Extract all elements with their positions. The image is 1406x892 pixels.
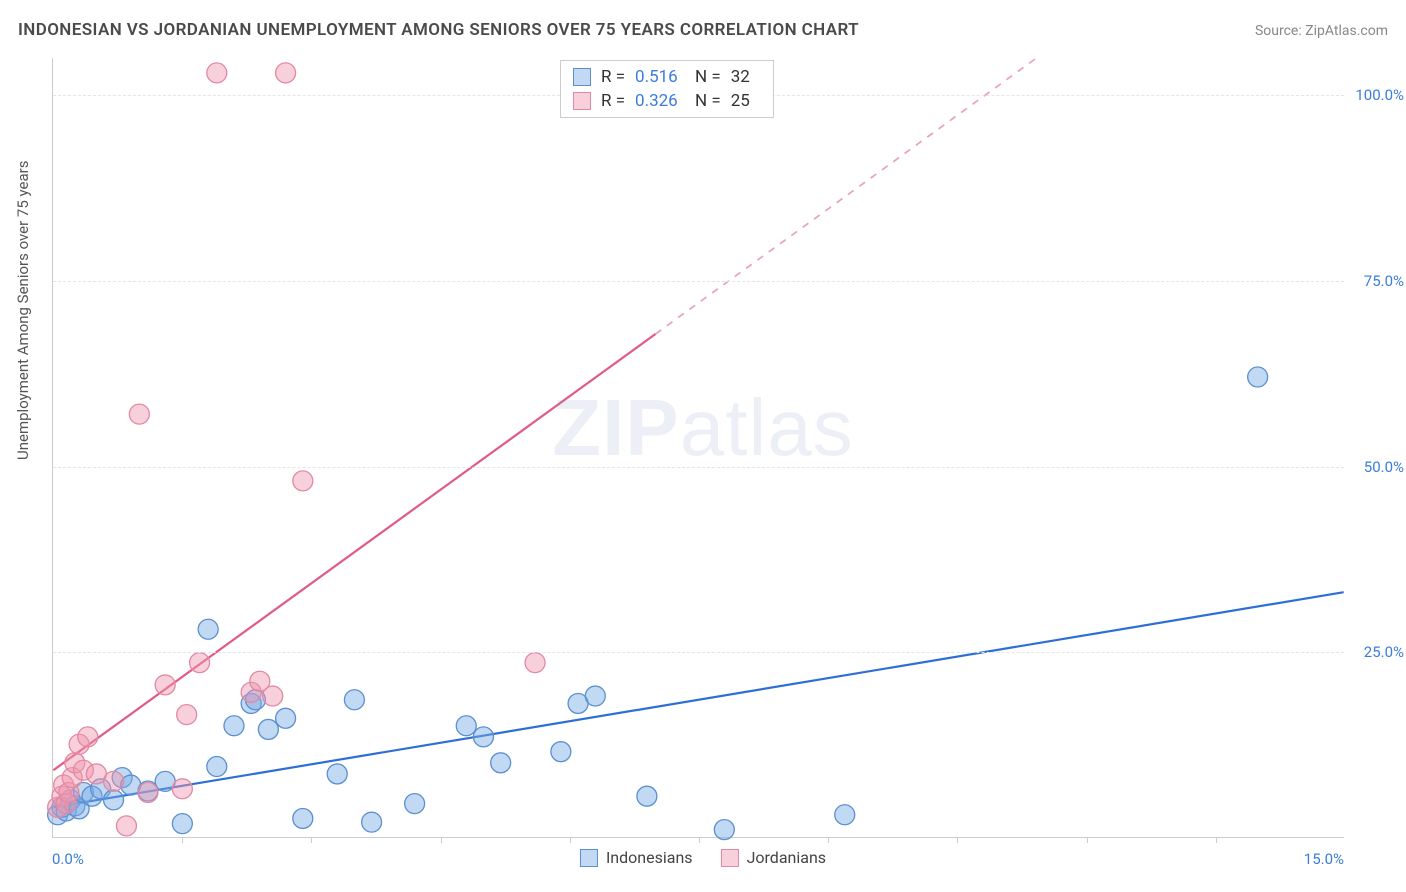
legend-swatch bbox=[721, 849, 739, 867]
correlation-stats-legend: R = 0.516 N = 32 R = 0.326 N = 25 bbox=[560, 60, 774, 118]
n-value: 25 bbox=[731, 91, 761, 111]
legend-swatch bbox=[580, 849, 598, 867]
data-point bbox=[456, 716, 476, 736]
x-tick bbox=[828, 837, 829, 843]
x-tick bbox=[957, 837, 958, 843]
grid-line bbox=[53, 652, 1344, 653]
legend-swatch bbox=[573, 92, 591, 110]
legend-item: Jordanians bbox=[721, 848, 826, 867]
y-tick-label: 50.0% bbox=[1364, 458, 1404, 476]
data-point bbox=[293, 808, 313, 828]
legend-series-name: Jordanians bbox=[747, 848, 826, 867]
data-point bbox=[263, 686, 283, 706]
data-point bbox=[551, 742, 571, 762]
chart-title: INDONESIAN VS JORDANIAN UNEMPLOYMENT AMO… bbox=[18, 20, 859, 40]
data-point bbox=[224, 716, 244, 736]
x-tick bbox=[182, 837, 183, 843]
y-axis-label: Unemployment Among Seniors over 75 years bbox=[14, 161, 32, 460]
data-point bbox=[129, 404, 149, 424]
data-point bbox=[198, 619, 218, 639]
data-point bbox=[637, 786, 657, 806]
x-tick bbox=[570, 837, 571, 843]
data-point bbox=[293, 471, 313, 491]
stats-row: R = 0.326 N = 25 bbox=[573, 89, 761, 113]
data-point bbox=[138, 782, 158, 802]
x-axis-max-label: 15.0% bbox=[1304, 850, 1344, 868]
x-tick bbox=[441, 837, 442, 843]
data-point bbox=[172, 814, 192, 834]
data-point bbox=[525, 653, 545, 673]
y-tick-label: 100.0% bbox=[1355, 86, 1404, 104]
data-point bbox=[190, 653, 210, 673]
grid-line bbox=[53, 467, 1344, 468]
y-tick-label: 75.0% bbox=[1364, 272, 1404, 290]
data-point bbox=[172, 779, 192, 799]
data-point bbox=[177, 705, 197, 725]
grid-line bbox=[53, 281, 1344, 282]
source-attribution: Source: ZipAtlas.com bbox=[1255, 23, 1388, 39]
r-label: R = bbox=[601, 67, 625, 87]
data-point bbox=[1248, 367, 1268, 387]
n-label: N = bbox=[695, 91, 721, 111]
data-point bbox=[585, 686, 605, 706]
data-point bbox=[155, 675, 175, 695]
data-point bbox=[327, 764, 347, 784]
r-label: R = bbox=[601, 91, 625, 111]
data-point bbox=[276, 708, 296, 728]
data-point bbox=[344, 690, 364, 710]
x-axis-min-label: 0.0% bbox=[52, 850, 84, 868]
data-point bbox=[258, 719, 278, 739]
series-legend: Indonesians Jordanians bbox=[580, 848, 826, 867]
r-value: 0.326 bbox=[635, 91, 685, 111]
y-tick-label: 25.0% bbox=[1364, 643, 1404, 661]
legend-item: Indonesians bbox=[580, 848, 693, 867]
data-point bbox=[104, 790, 124, 810]
chart-svg bbox=[53, 58, 1344, 837]
data-point bbox=[362, 812, 382, 832]
x-tick bbox=[699, 837, 700, 843]
x-tick bbox=[311, 837, 312, 843]
data-point bbox=[207, 63, 227, 83]
data-point bbox=[78, 727, 98, 747]
x-tick bbox=[1216, 837, 1217, 843]
n-value: 32 bbox=[731, 67, 761, 87]
n-label: N = bbox=[695, 67, 721, 87]
legend-swatch bbox=[573, 68, 591, 86]
stats-row: R = 0.516 N = 32 bbox=[573, 65, 761, 89]
data-point bbox=[104, 771, 124, 791]
data-point bbox=[207, 757, 227, 777]
data-point bbox=[405, 794, 425, 814]
r-value: 0.516 bbox=[635, 67, 685, 87]
data-point bbox=[276, 63, 296, 83]
data-point bbox=[714, 820, 734, 840]
data-point bbox=[491, 753, 511, 773]
data-point bbox=[116, 816, 136, 836]
data-point bbox=[473, 727, 493, 747]
chart-plot-area: 25.0%50.0%75.0%100.0% bbox=[52, 58, 1344, 838]
x-tick bbox=[1087, 837, 1088, 843]
data-point bbox=[835, 805, 855, 825]
legend-series-name: Indonesians bbox=[606, 848, 693, 867]
